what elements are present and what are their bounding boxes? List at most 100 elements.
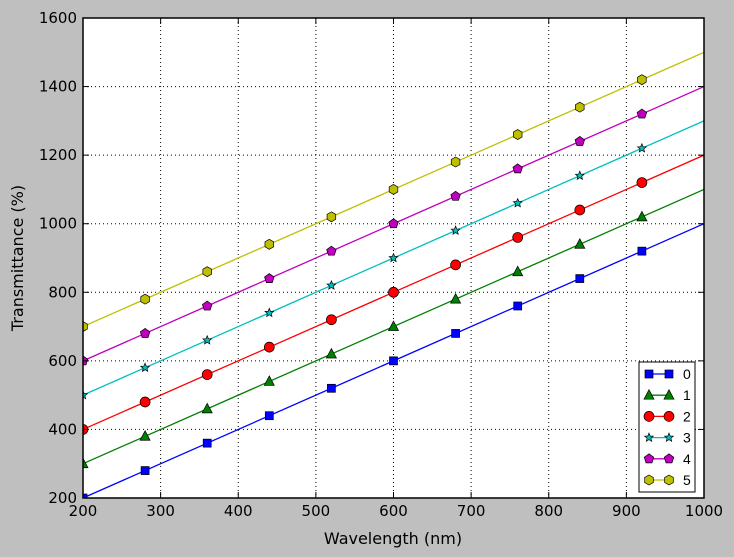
star-marker-icon [202, 334, 213, 345]
x-tick-label: 400 [224, 502, 253, 520]
hexagon-marker-icon [202, 266, 212, 278]
hexagon-marker-icon [388, 184, 399, 195]
hexagon-marker-icon [664, 474, 674, 486]
y-tick-label: 1400 [39, 78, 77, 96]
series-3 [83, 120, 704, 400]
legend-item-0: 0 [644, 366, 691, 382]
legend-box [638, 361, 696, 493]
x-tick-label: 300 [146, 502, 175, 520]
series-5 [83, 51, 704, 332]
hexagon-marker-icon [450, 156, 461, 168]
x-axis-label: Wavelength (nm) [324, 529, 462, 548]
series-0 [83, 223, 704, 498]
star-marker-icon [512, 197, 523, 208]
square-marker-icon [513, 301, 523, 311]
square-marker-icon [264, 411, 274, 421]
x-tick-label: 200 [69, 502, 98, 520]
pentagon-marker-icon [388, 218, 399, 229]
square-marker-icon [140, 466, 150, 475]
y-tick-label: 1000 [39, 215, 77, 233]
square-marker-icon [637, 246, 647, 256]
star-marker-icon [326, 280, 337, 290]
hexagon-marker-icon [140, 293, 150, 305]
circle-marker-icon [201, 369, 213, 380]
circle-marker-icon [388, 286, 399, 298]
pentagon-marker-icon [574, 135, 585, 146]
triangle-marker-icon [263, 375, 275, 386]
triangle-marker-icon [387, 320, 400, 331]
y-axis-label: Transmittance (%) [8, 185, 27, 332]
legend-label: 3 [683, 430, 691, 446]
legend-label: 2 [683, 408, 691, 424]
legend-item-2: 2 [643, 408, 691, 424]
legend-item-3: 3 [643, 430, 691, 446]
legend-label: 0 [683, 366, 691, 382]
triangle-marker-icon [450, 292, 462, 304]
pentagon-marker-icon [264, 273, 275, 283]
star-marker-icon [264, 307, 275, 318]
star-marker-icon [643, 432, 655, 442]
square-marker-icon [202, 438, 212, 448]
y-tick-label: 400 [48, 420, 77, 438]
series-2 [83, 154, 704, 435]
triangle-marker-icon [636, 210, 648, 222]
pentagon-marker-icon [512, 163, 523, 174]
hexagon-marker-icon [326, 211, 337, 223]
star-marker-icon [574, 170, 585, 181]
triangle-marker-icon [512, 265, 524, 277]
square-marker-icon [451, 329, 460, 338]
pentagon-marker-icon [326, 245, 337, 256]
pentagon-marker-icon [663, 453, 675, 464]
circle-marker-icon [263, 341, 275, 353]
star-marker-icon [388, 252, 399, 263]
hexagon-marker-icon [264, 238, 274, 250]
pentagon-marker-icon [202, 300, 213, 311]
x-tick-label: 500 [302, 502, 331, 520]
triangle-marker-icon [83, 457, 89, 469]
hexagon-marker-icon [513, 129, 523, 140]
legend-item-1: 1 [643, 387, 691, 403]
x-tick-label: 800 [534, 502, 563, 520]
x-tick-label: 900 [612, 502, 641, 520]
y-tick-label: 600 [48, 352, 77, 370]
pentagon-marker-icon [450, 190, 461, 201]
circle-marker-icon [139, 396, 151, 408]
y-tick-label: 800 [48, 283, 77, 301]
square-marker-icon [664, 369, 674, 379]
pentagon-marker-icon [636, 108, 648, 119]
legend-label: 1 [683, 387, 691, 403]
legend-label: 5 [683, 472, 691, 488]
legend-label: 4 [683, 451, 691, 467]
x-tick-label: 700 [457, 502, 486, 520]
pentagon-marker-icon [139, 327, 151, 338]
star-marker-icon [139, 362, 151, 373]
triangle-marker-icon [139, 430, 151, 441]
legend-item-5: 5 [644, 472, 691, 488]
square-marker-icon [389, 356, 398, 366]
pentagon-marker-icon [643, 453, 655, 464]
circle-marker-icon [643, 411, 655, 422]
star-marker-icon [663, 432, 675, 442]
legend: 0 1 2 3 4 5 [638, 361, 696, 493]
x-tick-label: 1000 [685, 502, 723, 520]
circle-marker-icon [512, 232, 524, 243]
circle-marker-icon [574, 204, 586, 216]
y-tick-label: 200 [48, 489, 77, 507]
triangle-marker-icon [643, 388, 655, 400]
hexagon-marker-icon [575, 101, 585, 113]
axis-ticks: 200 300 400 500 600 700 800 900 1000 200 400 600 800… [39, 9, 723, 520]
hexagon-marker-icon [83, 321, 88, 332]
square-marker-icon [327, 383, 336, 393]
triangle-marker-icon [325, 347, 337, 359]
square-marker-icon [644, 369, 654, 379]
circle-marker-icon [636, 177, 648, 188]
circle-marker-icon [663, 411, 675, 422]
hexagon-marker-icon [644, 474, 654, 486]
circle-marker-icon [326, 314, 337, 326]
x-tick-label: 600 [379, 502, 408, 520]
series-4 [83, 85, 704, 366]
square-marker-icon [83, 493, 88, 498]
triangle-marker-icon [574, 238, 586, 249]
star-marker-icon [83, 389, 89, 400]
